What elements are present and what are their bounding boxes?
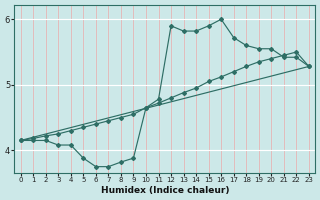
X-axis label: Humidex (Indice chaleur): Humidex (Indice chaleur) bbox=[100, 186, 229, 195]
